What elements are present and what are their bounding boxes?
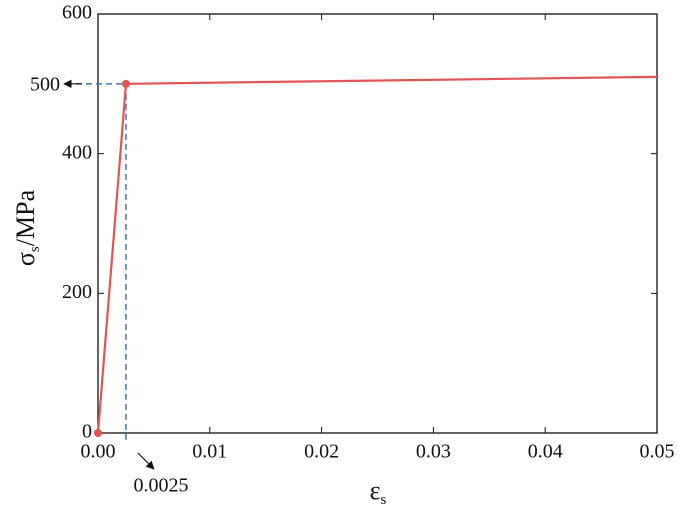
plot-frame (97, 13, 658, 434)
x-axis-label-part: s (381, 492, 387, 508)
x-tick-label: 0.03 (416, 441, 451, 463)
x-axis-label-part: ε (370, 476, 381, 505)
y-annotation: 500 (30, 73, 60, 95)
y-tick-label: 0 (82, 421, 92, 443)
y-tick-label: 400 (62, 141, 92, 163)
x-tick-label: 0.04 (528, 441, 563, 463)
marker (121, 79, 130, 88)
series-line (96, 75, 658, 434)
y-tick-label: 200 (62, 281, 92, 303)
x-tick-label: 0.02 (304, 441, 339, 463)
y-axis-label-part: /MPa (11, 189, 40, 246)
x-tick-label: 0.01 (192, 441, 227, 463)
marker (94, 429, 102, 437)
x-tick-label: 0.00 (81, 441, 116, 463)
y-tick-label: 600 (62, 2, 92, 24)
x-tick-label: 0.05 (640, 441, 675, 463)
x-axis-label: εs (370, 476, 387, 508)
annotation-arrow (137, 452, 155, 470)
x-annotation: 0.0025 (133, 475, 188, 497)
y-axis-label-part: σ (11, 252, 40, 266)
y-axis-label-part: s (27, 246, 43, 252)
y-axis-label: σs/MPa (11, 189, 43, 266)
